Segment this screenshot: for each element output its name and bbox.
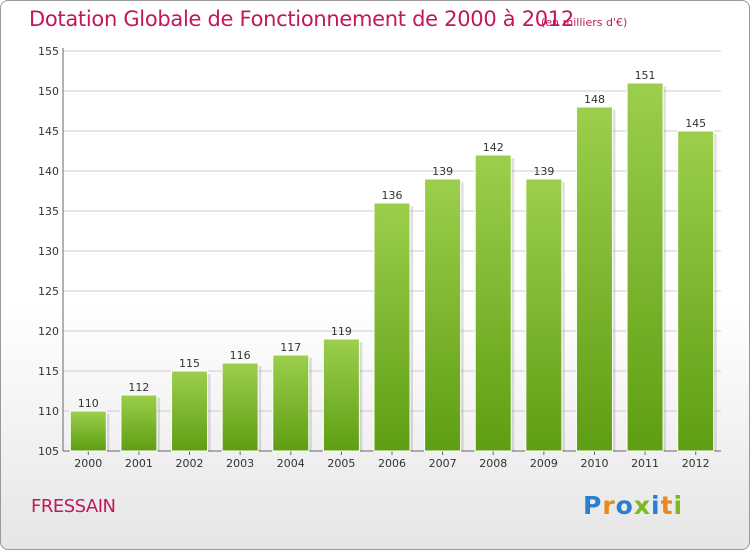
x-tick-label: 2006 [378, 457, 406, 470]
data-label: 151 [635, 69, 656, 82]
y-tick-label: 145 [38, 125, 59, 138]
y-tick-label: 115 [38, 365, 59, 378]
logo-letter: i [673, 491, 684, 520]
bar [575, 106, 613, 452]
proxiti-logo: Proxiti [583, 491, 683, 520]
logo-letter: i [651, 491, 661, 520]
bar [322, 338, 360, 452]
town-name: FRESSAIN [31, 496, 116, 517]
chart-title: Dotation Globale de Fonctionnement de 20… [29, 7, 574, 31]
x-tick-label: 2010 [580, 457, 608, 470]
y-tick-label: 130 [38, 245, 59, 258]
data-label: 115 [179, 357, 200, 370]
bar-layer [69, 82, 717, 452]
y-tick-label: 120 [38, 325, 59, 338]
logo-letter: t [660, 491, 674, 520]
bar [120, 394, 158, 452]
x-tick-label: 2002 [176, 457, 204, 470]
x-tick-label: 2008 [479, 457, 507, 470]
data-label: 116 [230, 349, 251, 362]
data-label: 145 [685, 117, 706, 130]
data-label: 139 [432, 165, 453, 178]
bar [221, 362, 259, 452]
y-tick-label: 125 [38, 285, 59, 298]
data-label: 110 [78, 397, 99, 410]
y-tick-label: 150 [38, 85, 59, 98]
bar [424, 178, 462, 452]
y-tick-label: 135 [38, 205, 59, 218]
logo-letter: r [602, 491, 616, 520]
label-layer: 110 112 115 116 117 119 136 139 142 139 148 151 145 [78, 69, 706, 410]
bar [272, 354, 310, 452]
x-tick-label: 2011 [631, 457, 659, 470]
x-tick-label: 2012 [682, 457, 710, 470]
logo-letter: P [583, 491, 603, 520]
x-tick-label: 2005 [327, 457, 355, 470]
bar [525, 178, 563, 452]
axis-layer: 105 110 115 120 125 130 135 140 145 150 155 2000 200… [38, 45, 721, 470]
bar [69, 410, 107, 452]
data-label: 119 [331, 325, 352, 338]
x-tick-label: 2001 [125, 457, 153, 470]
x-tick-label: 2004 [277, 457, 305, 470]
x-tick-label: 2007 [429, 457, 457, 470]
y-tick-label: 105 [38, 445, 59, 458]
chart-subtitle: (en milliers d'€) [541, 16, 628, 29]
x-tick-label: 2009 [530, 457, 558, 470]
y-tick-label: 140 [38, 165, 59, 178]
y-tick-label: 155 [38, 45, 59, 58]
x-tick-label: 2000 [74, 457, 102, 470]
bar [474, 154, 512, 452]
data-label: 117 [280, 341, 301, 354]
data-label: 148 [584, 93, 605, 106]
bar [171, 370, 209, 452]
bar [626, 82, 664, 452]
bar [677, 130, 715, 452]
y-tick-label: 110 [38, 405, 59, 418]
data-label: 112 [128, 381, 149, 394]
data-label: 139 [533, 165, 554, 178]
data-label: 136 [382, 189, 403, 202]
data-label: 142 [483, 141, 504, 154]
logo-letter: x [633, 491, 651, 520]
x-tick-label: 2003 [226, 457, 254, 470]
logo-letter: o [615, 491, 634, 520]
bar [373, 202, 411, 452]
